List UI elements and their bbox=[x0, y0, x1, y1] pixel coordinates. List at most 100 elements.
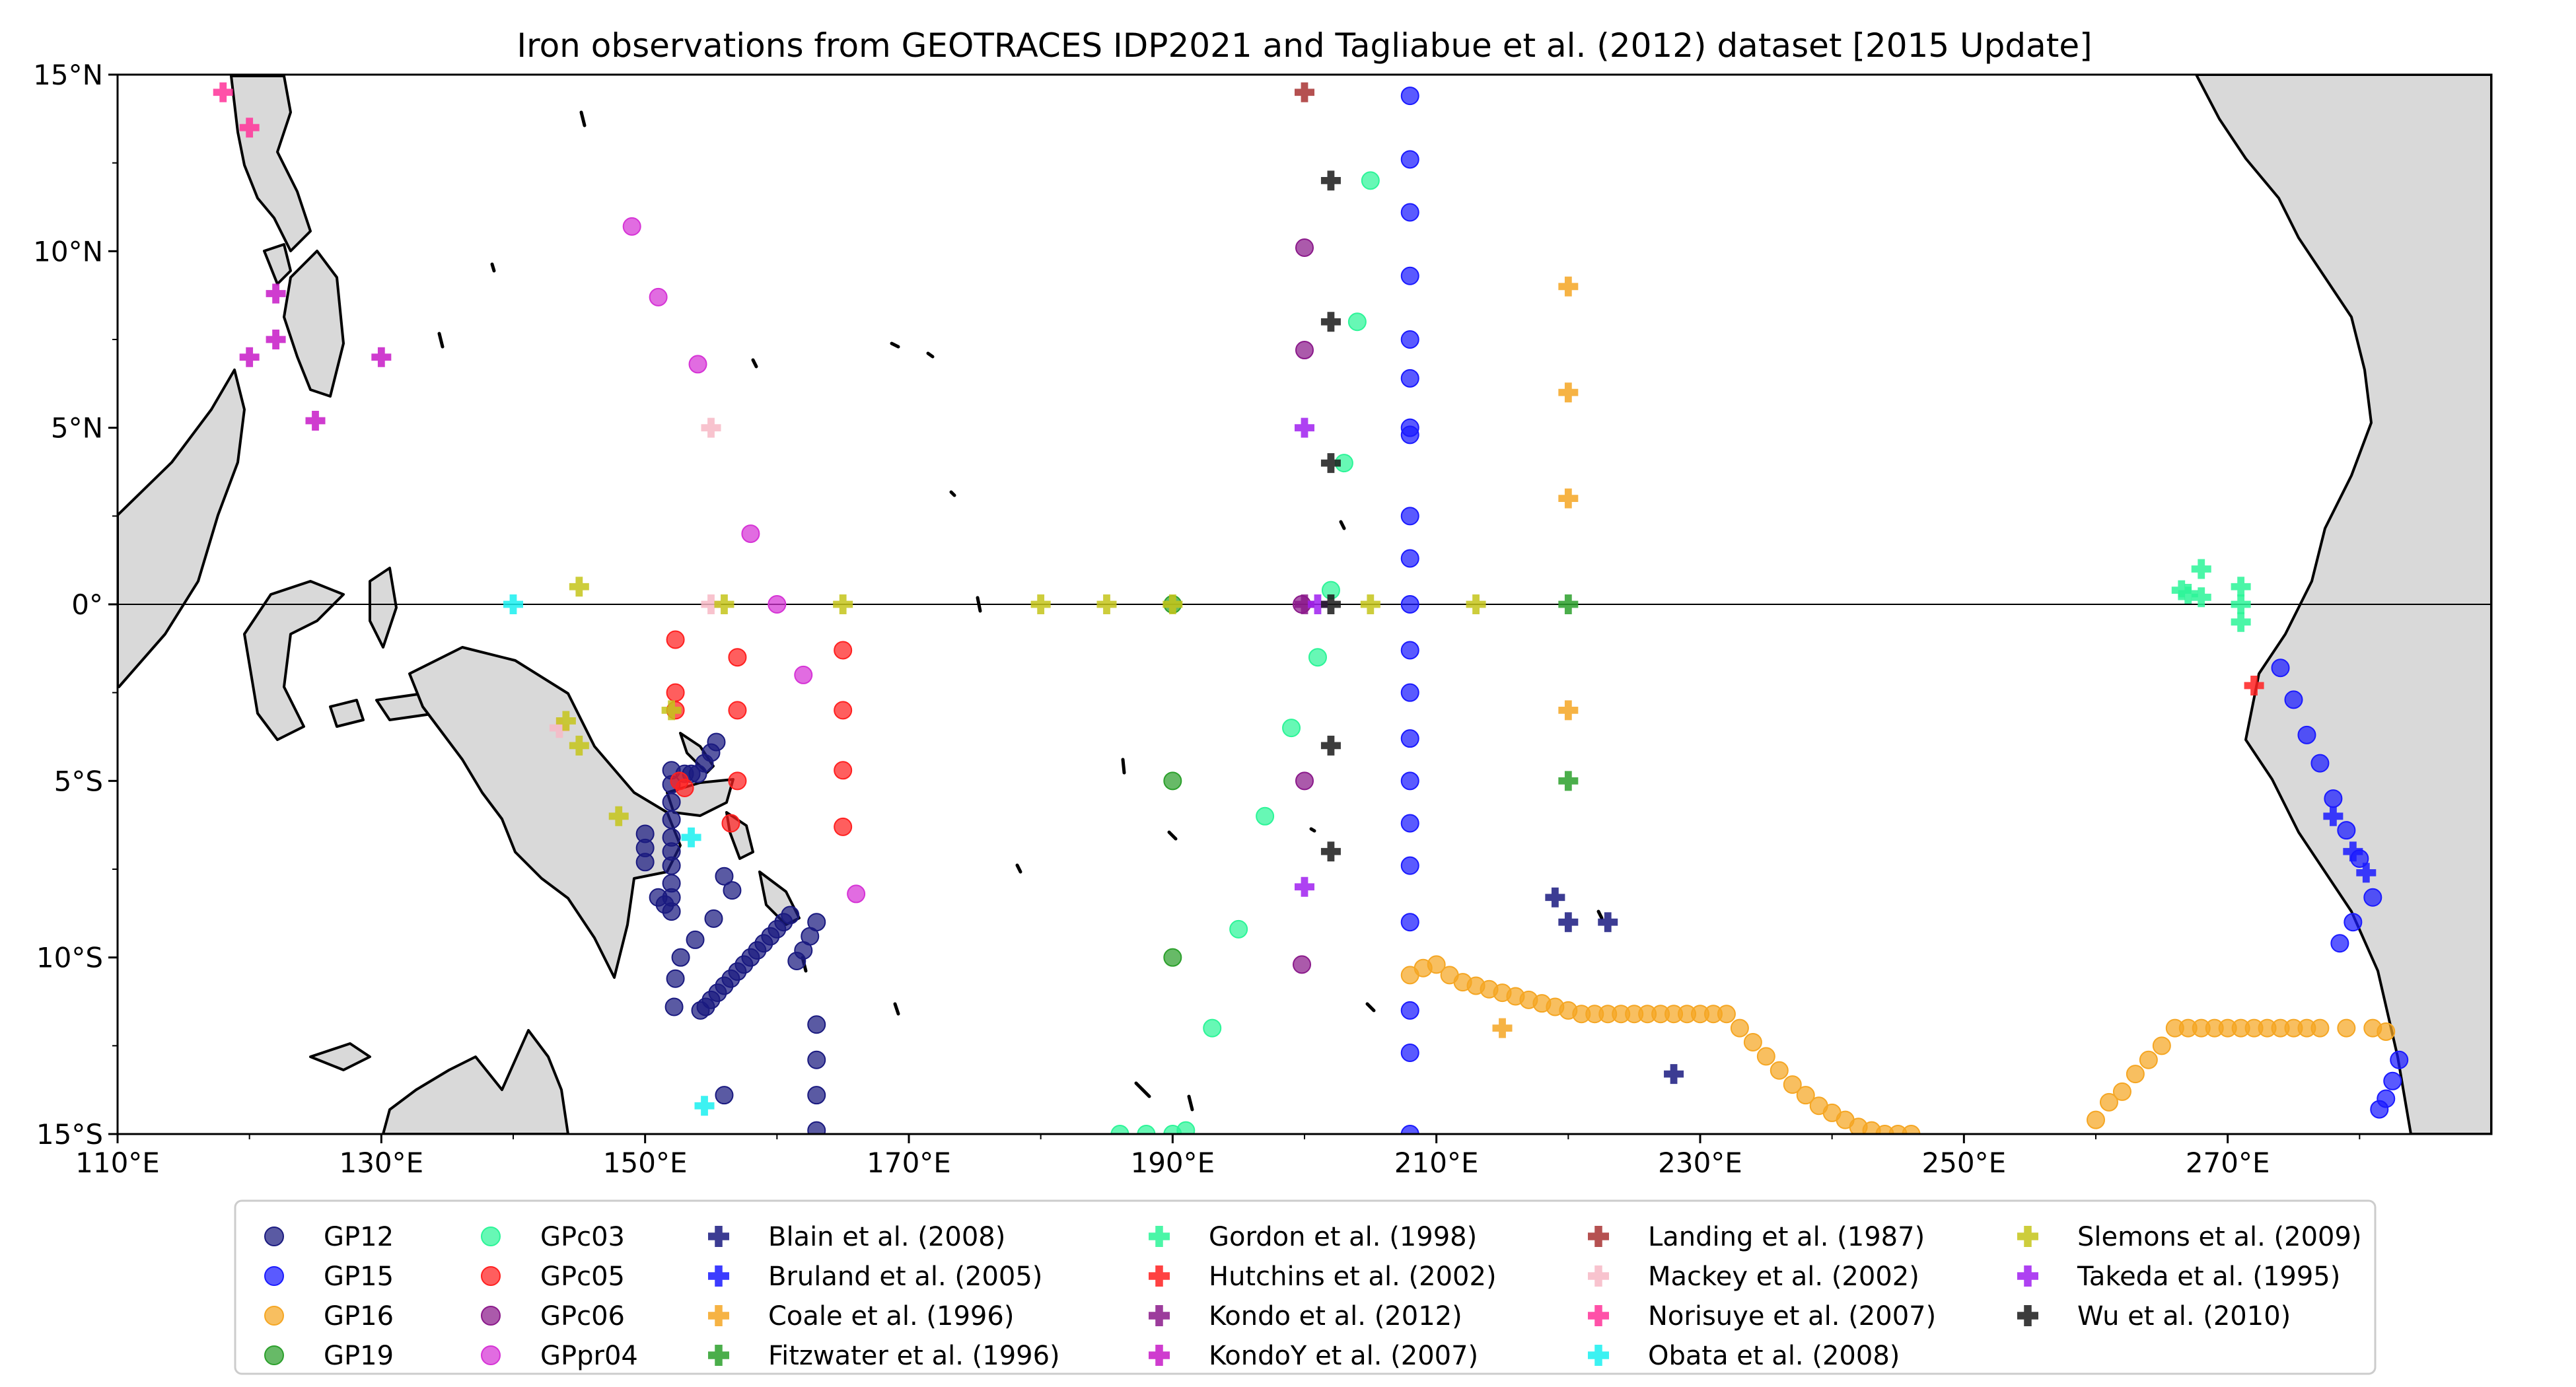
x-tick-label: 230°E bbox=[1658, 1147, 1742, 1179]
data-point bbox=[2323, 806, 2343, 826]
data-point bbox=[1770, 1061, 1789, 1080]
y-tick-label: 5°S bbox=[54, 765, 103, 797]
data-point bbox=[2284, 690, 2303, 709]
land-buru bbox=[329, 699, 365, 728]
data-point bbox=[569, 577, 589, 597]
legend-marker bbox=[481, 1345, 501, 1365]
data-point bbox=[1400, 203, 1419, 222]
data-point bbox=[715, 867, 734, 886]
data-point bbox=[2112, 1082, 2131, 1101]
data-point bbox=[2337, 1018, 2356, 1038]
data-point bbox=[239, 118, 260, 138]
data-point bbox=[807, 1050, 826, 1069]
data-point bbox=[807, 1086, 826, 1105]
data-point bbox=[1730, 1018, 1749, 1038]
legend-marker bbox=[264, 1345, 284, 1365]
series-takeda-et-al-1995 bbox=[1295, 417, 1328, 897]
data-point bbox=[1558, 488, 1579, 509]
land-new-guinea bbox=[408, 646, 682, 979]
data-point bbox=[1361, 171, 1380, 190]
legend-label: Gordon et al. (1998) bbox=[1209, 1222, 1477, 1252]
legend-item-kondo-et-al-2012: Kondo et al. (2012) bbox=[1149, 1301, 1462, 1332]
data-point bbox=[1282, 719, 1301, 738]
data-point bbox=[2363, 888, 2382, 907]
legend-marker bbox=[1149, 1226, 1170, 1247]
legend-marker bbox=[1588, 1265, 1609, 1287]
y-tick-label: 5°N bbox=[51, 412, 103, 445]
y-tick-label: 10°S bbox=[36, 942, 103, 974]
data-point bbox=[2356, 863, 2377, 883]
data-point bbox=[704, 909, 723, 928]
y-tick-label: 10°N bbox=[33, 235, 103, 267]
legend-label: Fitzwater et al. (1996) bbox=[768, 1341, 1060, 1371]
data-point bbox=[807, 1015, 826, 1034]
data-point bbox=[569, 735, 589, 756]
data-point bbox=[213, 82, 233, 102]
legend-marker bbox=[1149, 1345, 1170, 1366]
data-point bbox=[688, 355, 707, 374]
legend-item-gpc05: GPc05 bbox=[481, 1262, 625, 1292]
data-point bbox=[1756, 1047, 1775, 1066]
series-obata-et-al-2008 bbox=[503, 594, 715, 1116]
data-point bbox=[1400, 266, 1419, 285]
y-tick-label: 15°N bbox=[33, 59, 103, 91]
data-point bbox=[1163, 1125, 1182, 1134]
data-point bbox=[635, 853, 655, 872]
data-point bbox=[1558, 382, 1579, 403]
data-point bbox=[1030, 594, 1051, 614]
data-point bbox=[1558, 700, 1579, 721]
legend-item-blain-et-al-2008: Blain et al. (2008) bbox=[708, 1222, 1005, 1252]
legend-marker bbox=[708, 1305, 729, 1326]
x-tick-label: 110°E bbox=[75, 1147, 160, 1179]
data-point bbox=[1427, 955, 1446, 974]
data-point bbox=[1400, 87, 1419, 106]
legend-label: Wu et al. (2010) bbox=[2077, 1301, 2291, 1332]
land-timor bbox=[309, 1042, 371, 1071]
legend-marker bbox=[708, 1226, 729, 1247]
data-point bbox=[1295, 417, 1314, 438]
data-point bbox=[1320, 170, 1341, 191]
data-point bbox=[1320, 312, 1341, 332]
land-visayas bbox=[263, 243, 292, 285]
legend-marker bbox=[1149, 1265, 1170, 1287]
data-point bbox=[662, 874, 681, 893]
data-point bbox=[1256, 806, 1275, 826]
data-point bbox=[834, 761, 853, 780]
data-point bbox=[701, 417, 721, 438]
legend-label: GPc03 bbox=[540, 1222, 625, 1252]
x-tick-label: 270°E bbox=[2186, 1147, 2270, 1179]
data-point bbox=[2383, 1071, 2402, 1090]
data-point bbox=[1545, 887, 1565, 907]
legend-item-gp19: GP19 bbox=[264, 1341, 394, 1371]
data-point bbox=[671, 948, 690, 967]
data-point bbox=[549, 718, 569, 738]
data-point bbox=[2330, 934, 2349, 953]
data-point bbox=[847, 884, 866, 904]
data-point bbox=[2370, 1100, 2389, 1119]
data-point bbox=[1400, 330, 1419, 349]
data-point bbox=[1400, 771, 1419, 791]
data-point bbox=[694, 1096, 715, 1116]
legend-item-norisuye-et-al-2007: Norisuye et al. (2007) bbox=[1588, 1301, 1936, 1332]
data-point bbox=[1400, 425, 1419, 445]
data-point bbox=[1400, 856, 1419, 875]
data-point bbox=[666, 969, 685, 988]
legend-label: Hutchins et al. (2002) bbox=[1209, 1262, 1497, 1292]
legend-label: Bruland et al. (2005) bbox=[768, 1262, 1042, 1292]
legend-item-gp12: GP12 bbox=[264, 1222, 394, 1252]
legend-item-gppr04: GPpr04 bbox=[481, 1341, 638, 1371]
data-point bbox=[266, 283, 286, 304]
data-point bbox=[1137, 1125, 1156, 1134]
data-point bbox=[2231, 612, 2251, 632]
data-point bbox=[1492, 1018, 1513, 1038]
x-tick-label: 130°E bbox=[339, 1147, 423, 1179]
data-point bbox=[1163, 594, 1183, 614]
data-point bbox=[2178, 583, 2198, 604]
data-point bbox=[662, 828, 681, 847]
legend-label: Blain et al. (2008) bbox=[768, 1222, 1005, 1252]
data-point bbox=[834, 641, 853, 660]
legend-item-landing-et-al-1987: Landing et al. (1987) bbox=[1588, 1222, 1925, 1252]
data-point bbox=[1743, 1032, 1762, 1051]
land-halmahera bbox=[369, 567, 398, 649]
